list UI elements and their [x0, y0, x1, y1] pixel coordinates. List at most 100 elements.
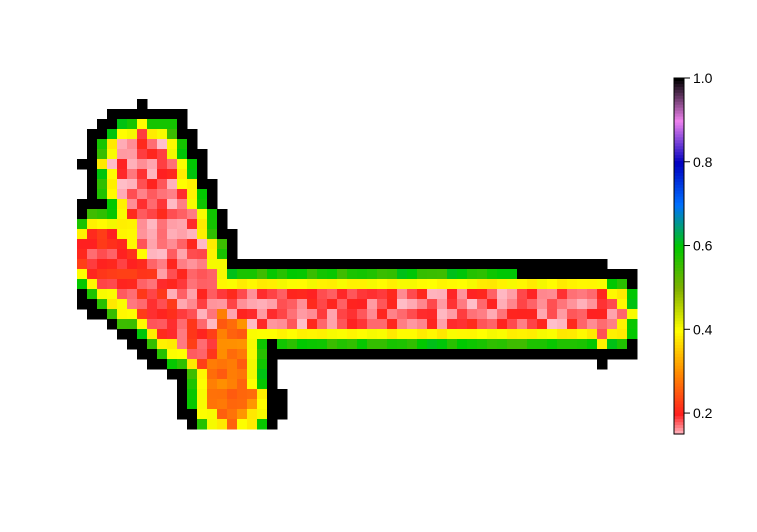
heatmap-cell [77, 249, 88, 260]
heatmap-cell [397, 309, 408, 320]
heatmap-cell [217, 369, 228, 380]
heatmap-cell [187, 259, 198, 270]
colorbar-segment [674, 187, 684, 192]
colorbar-segment [674, 169, 684, 174]
heatmap-cell [177, 259, 188, 270]
heatmap-cell [357, 289, 368, 300]
heatmap-cell [217, 259, 228, 270]
heatmap-cell [377, 319, 388, 330]
heatmap-cell [287, 329, 298, 340]
heatmap-cell [227, 329, 238, 340]
heatmap-cell [437, 269, 448, 280]
heatmap-cell [197, 219, 208, 230]
heatmap-cell [587, 339, 598, 350]
heatmap-cell [167, 319, 178, 330]
heatmap-cell [347, 349, 358, 360]
heatmap-cell [97, 289, 108, 300]
heatmap-cell [407, 259, 418, 270]
colorbar-segment [674, 383, 684, 388]
heatmap-cell [447, 349, 458, 360]
heatmap-cell [367, 299, 378, 310]
heatmap-cell [167, 329, 178, 340]
heatmap-cell [577, 299, 588, 310]
heatmap-cell [487, 309, 498, 320]
colorbar-segment [674, 270, 684, 275]
heatmap-cell [297, 349, 308, 360]
colorbar-segment [674, 125, 684, 130]
heatmap-cell [117, 219, 128, 230]
heatmap-cell [217, 409, 228, 420]
heatmap-cell [247, 389, 258, 400]
heatmap-cell [217, 289, 228, 300]
heatmap-cell [537, 279, 548, 290]
colorbar-segment [674, 300, 684, 305]
heatmap-cell [247, 369, 258, 380]
heatmap-cell [527, 289, 538, 300]
heatmap-cell [117, 119, 128, 130]
heatmap-cell [397, 269, 408, 280]
heatmap-cell [507, 339, 518, 350]
heatmap-cell [87, 159, 98, 170]
colorbar-segment [674, 261, 684, 266]
heatmap-cell [517, 349, 528, 360]
heatmap-cell [387, 319, 398, 330]
heatmap-cell [447, 289, 458, 300]
colorbar-segment [674, 324, 684, 328]
heatmap-cell [537, 259, 548, 270]
heatmap-cell [227, 349, 238, 360]
heatmap-cell [197, 419, 208, 430]
colorbar-tick-label: 0.8 [693, 154, 713, 170]
heatmap-cell [107, 149, 118, 160]
heatmap-cell [257, 389, 268, 400]
heatmap-cell [137, 129, 148, 140]
heatmap-cell [217, 389, 228, 400]
heatmap-cell [407, 309, 418, 320]
heatmap-cell [107, 259, 118, 270]
heatmap-cell [147, 339, 158, 350]
heatmap-cell [177, 159, 188, 170]
heatmap-cell [127, 139, 138, 150]
heatmap-cell [227, 379, 238, 390]
heatmap-cell [147, 269, 158, 280]
heatmap-cell [567, 299, 578, 310]
heatmap-cell [427, 279, 438, 290]
heatmap-cell [197, 159, 208, 170]
heatmap-cell [177, 339, 188, 350]
heatmap-cell [77, 299, 88, 310]
heatmap-cell [487, 349, 498, 360]
heatmap-cell [287, 349, 298, 360]
heatmap-cell [227, 279, 238, 290]
heatmap-cell [447, 269, 458, 280]
heatmap-cell [397, 339, 408, 350]
heatmap-cell [237, 269, 248, 280]
colorbar-segment [674, 119, 684, 124]
heatmap-cell [437, 309, 448, 320]
colorbar-segment [674, 291, 684, 296]
heatmap-cell [167, 349, 178, 360]
heatmap-cell [87, 149, 98, 160]
heatmap-cell [167, 289, 178, 300]
colorbar-segment [674, 167, 684, 171]
colorbar-segment [674, 205, 684, 210]
heatmap-cell [617, 309, 628, 320]
heatmap-cell [387, 259, 398, 270]
heatmap-cell [277, 339, 288, 350]
colorbar-segment [674, 134, 684, 138]
heatmap-cell [157, 279, 168, 290]
heatmap-cell [147, 119, 158, 130]
heatmap-cell [547, 329, 558, 340]
heatmap-cell [157, 229, 168, 240]
heatmap-cell [457, 329, 468, 340]
heatmap-cell [207, 209, 218, 220]
heatmap-cell [627, 299, 638, 310]
heatmap-cell [627, 339, 638, 350]
colorbar-segment [674, 256, 684, 260]
heatmap-cell [457, 349, 468, 360]
heatmap-cell [137, 289, 148, 300]
heatmap-cell [247, 329, 258, 340]
heatmap-cell [177, 269, 188, 280]
heatmap-cell [177, 249, 188, 260]
colorbar-segment [674, 294, 684, 299]
heatmap-cell [307, 259, 318, 270]
heatmap-cell [607, 309, 618, 320]
